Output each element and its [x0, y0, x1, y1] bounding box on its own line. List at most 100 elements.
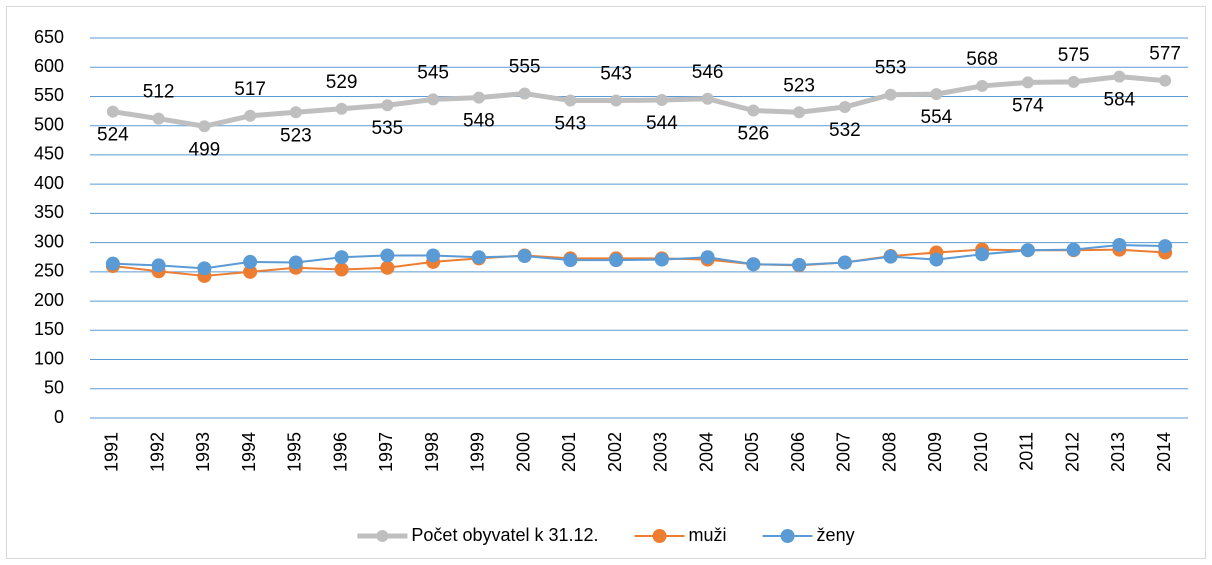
x-tick-label: 2003	[651, 432, 671, 472]
x-tick-label: 2002	[605, 432, 625, 472]
data-point	[380, 260, 395, 275]
data-point	[1066, 242, 1081, 257]
data-point	[151, 258, 166, 273]
data-label: 575	[1058, 45, 1090, 66]
data-point	[1113, 70, 1126, 83]
data-label: 544	[646, 113, 678, 134]
data-point	[1112, 237, 1127, 252]
data-point	[747, 104, 760, 117]
data-label: 574	[1012, 95, 1044, 116]
series-line	[112, 243, 1166, 270]
data-point	[289, 106, 302, 119]
data-point	[381, 99, 394, 112]
data-point	[380, 248, 395, 263]
x-tick-label: 2012	[1062, 432, 1082, 472]
data-point	[746, 257, 761, 272]
legend-label: muži	[689, 525, 727, 545]
data-point	[243, 264, 258, 279]
data-label: 568	[966, 49, 998, 70]
legend-label: ženy	[817, 525, 855, 545]
x-tick-label: 1994	[239, 432, 259, 472]
x-tick-label: 1991	[102, 432, 122, 472]
data-point	[930, 88, 943, 101]
x-tick-label: 1993	[193, 432, 213, 472]
y-tick-label: 650	[34, 27, 64, 47]
data-point	[1020, 243, 1035, 258]
data-point	[197, 261, 212, 276]
data-label: 555	[509, 57, 541, 78]
x-tick-label: 1999	[468, 432, 488, 472]
legend-marker	[652, 529, 667, 543]
x-tick-label: 1995	[285, 432, 305, 472]
data-point	[563, 253, 578, 268]
legend-marker	[376, 530, 389, 542]
data-point	[105, 256, 120, 271]
x-tick-label: 2013	[1108, 432, 1128, 472]
data-point	[792, 257, 807, 272]
data-point	[609, 253, 624, 268]
data-point	[471, 250, 486, 265]
x-tick-label: 1992	[147, 432, 167, 472]
data-label: 524	[97, 125, 129, 146]
x-tick-label: 1997	[376, 432, 396, 472]
data-point	[244, 109, 257, 122]
data-point	[518, 87, 531, 100]
y-tick-label: 550	[34, 85, 64, 105]
x-tick-label: 2005	[742, 432, 762, 472]
data-point	[152, 112, 165, 125]
series-line	[112, 74, 1166, 129]
data-point	[1158, 239, 1173, 254]
x-tick-label: 2014	[1154, 432, 1174, 472]
data-point	[335, 102, 348, 115]
y-tick-label: 200	[34, 290, 64, 310]
legend-marker	[780, 529, 795, 543]
data-point	[793, 106, 806, 119]
data-label: 523	[280, 125, 312, 146]
data-label: 532	[829, 120, 861, 141]
data-point	[427, 93, 440, 106]
data-label: 545	[417, 62, 449, 83]
data-point	[655, 93, 668, 106]
data-label: 512	[143, 82, 175, 103]
data-point	[1159, 74, 1172, 87]
x-tick-label: 2000	[513, 432, 533, 472]
y-tick-label: 150	[34, 319, 64, 339]
data-point	[243, 254, 258, 269]
data-label: 526	[738, 124, 770, 145]
data-point	[883, 249, 898, 264]
data-point	[564, 94, 577, 107]
x-tick-label: 2008	[879, 432, 899, 472]
x-tick-label: 2010	[971, 432, 991, 472]
legend-label: Počet obyvatel k 31.12.	[411, 525, 598, 545]
y-tick-label: 100	[34, 348, 64, 368]
legend-item: muži	[634, 525, 727, 545]
x-tick-label: 2006	[788, 432, 808, 472]
y-tick-label: 500	[34, 114, 64, 134]
data-label: 499	[189, 139, 221, 160]
data-point	[700, 250, 715, 265]
x-tick-label: 2009	[925, 432, 945, 472]
legend-item: ženy	[762, 525, 855, 545]
data-point	[837, 255, 852, 270]
data-point	[838, 100, 851, 113]
legend-item: Počet obyvatel k 31.12.	[357, 525, 599, 545]
data-point	[334, 262, 349, 277]
data-point	[517, 249, 532, 264]
y-tick-label: 300	[34, 231, 64, 251]
data-point	[1021, 76, 1034, 89]
series-line	[112, 248, 1166, 277]
data-point	[975, 247, 990, 262]
data-point	[929, 252, 944, 267]
x-tick-label: 1996	[330, 432, 350, 472]
x-tick-label: 2001	[559, 432, 579, 472]
data-label: 554	[921, 107, 953, 128]
data-point	[884, 88, 897, 101]
x-tick-label: 2004	[696, 432, 716, 472]
data-point	[198, 120, 211, 133]
y-tick-label: 400	[34, 173, 64, 193]
data-label: 517	[234, 79, 266, 100]
data-label: 523	[783, 75, 815, 96]
x-tick-label: 2007	[834, 432, 854, 472]
data-label: 529	[326, 72, 358, 93]
